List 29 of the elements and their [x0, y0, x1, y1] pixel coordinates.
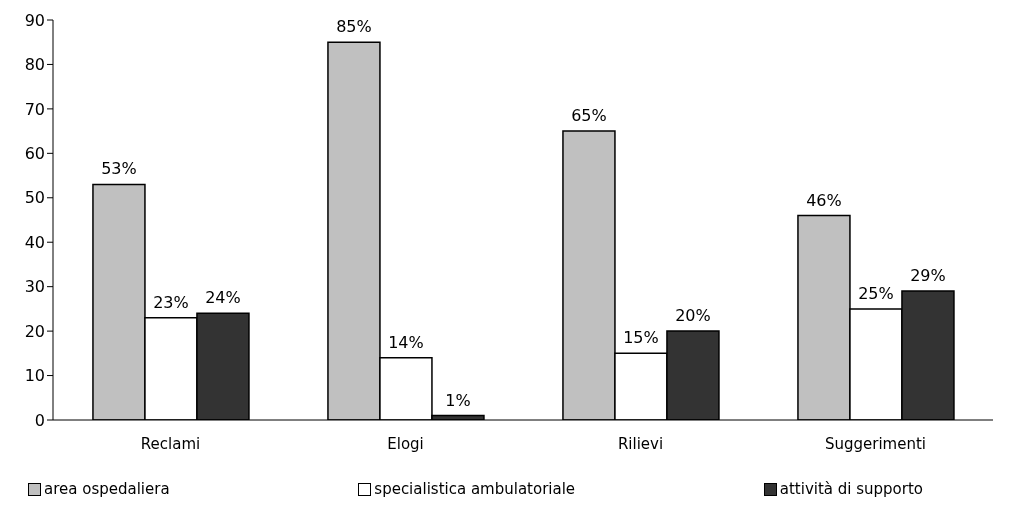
x-tick-label: Suggerimenti: [824, 434, 927, 453]
data-label: 25%: [858, 283, 894, 303]
x-tick-label: Rilievi: [617, 434, 664, 453]
data-label: 14%: [388, 332, 424, 352]
data-label: 53%: [101, 159, 137, 179]
y-tick-label: 30: [24, 277, 45, 297]
data-label: 1%: [445, 390, 471, 410]
legend-label: area ospedaliera: [43, 480, 170, 498]
y-tick-label: 0: [34, 410, 45, 430]
y-tick-label: 10: [24, 366, 45, 386]
y-tick-label: 60: [24, 144, 45, 164]
y-tick-label: 70: [24, 99, 45, 119]
data-label: 24%: [205, 288, 241, 308]
data-label: 29%: [910, 266, 946, 286]
data-label: 46%: [806, 190, 842, 210]
data-label: 23%: [153, 292, 189, 312]
y-tick-label: 80: [24, 55, 45, 75]
data-label: 20%: [675, 306, 711, 326]
data-label: 65%: [571, 106, 607, 126]
data-label: 15%: [623, 328, 659, 348]
data-label: 85%: [336, 17, 372, 37]
legend-label: specialistica ambulatoriale: [373, 480, 576, 498]
x-tick-label: Reclami: [140, 434, 201, 453]
y-tick-label: 20: [24, 321, 45, 341]
y-tick-label: 50: [24, 188, 45, 208]
y-tick-label: 90: [24, 10, 45, 30]
legend-label: attività di supporto: [778, 480, 923, 498]
y-tick-label: 40: [24, 232, 45, 252]
x-tick-label: Elogi: [387, 434, 424, 453]
